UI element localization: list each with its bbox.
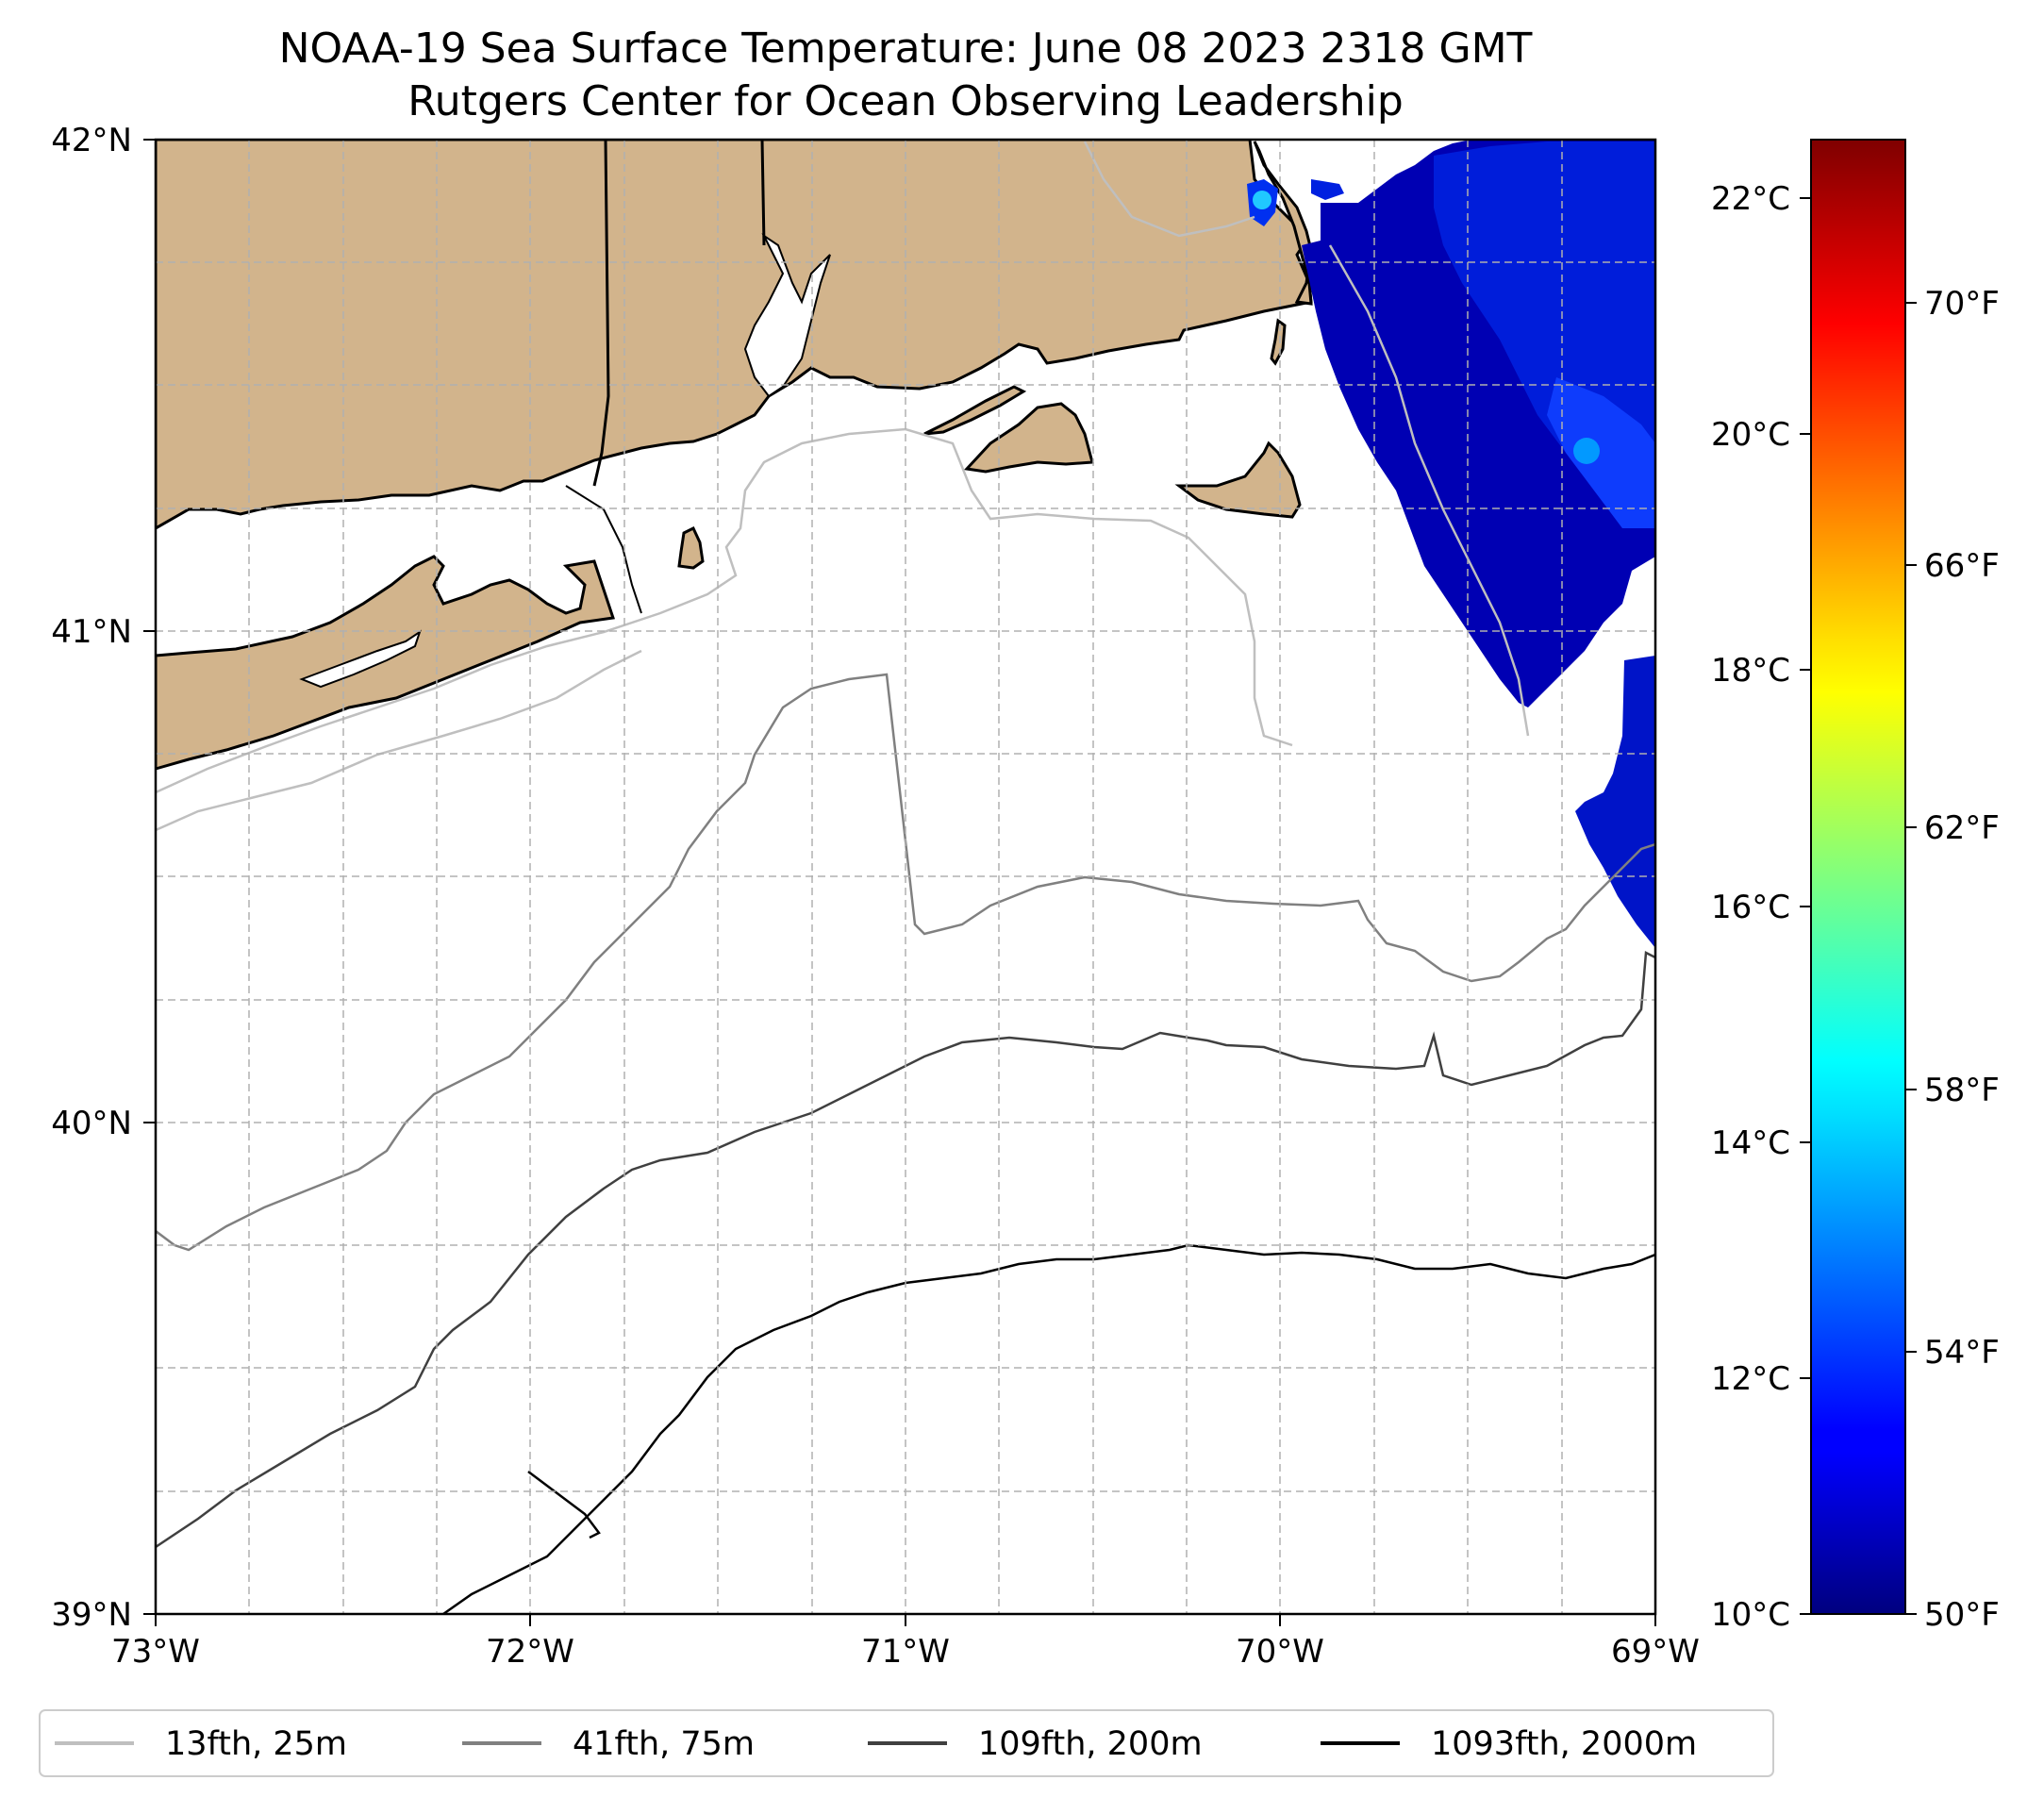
legend-label: 1093fth, 2000m [1431,1725,1697,1763]
lon-tick-label: 71°W [861,1633,950,1671]
legend-item: 13fth, 25m [55,1725,347,1763]
lon-tick-label: 72°W [486,1633,574,1671]
land-block-island [677,525,705,570]
colorbar-fahrenheit-label: 70°F [1924,285,2000,323]
legend-label: 13fth, 25m [165,1725,347,1763]
lon-tick-label: 73°W [111,1633,200,1671]
sst-data-swath-south [1575,656,1655,948]
isobath-2000m [442,1243,1655,1614]
isobath-25m-b [156,649,642,832]
colorbar-celsius-ticks: 10°C 12°C 14°C 16°C 18°C 20°C 22°C [1711,180,1811,1634]
lon-tick-label: 70°W [1236,1633,1324,1671]
land-long-island [156,555,615,771]
lat-tick-label: 42°N [51,122,132,159]
narragansett-bay [743,233,831,398]
colorbar-fahrenheit-label: 50°F [1924,1596,2000,1634]
state-boundary-ny-ct [565,485,642,614]
lat-tick-label: 39°N [51,1596,132,1634]
legend-label: 109fth, 200m [978,1725,1203,1763]
legend-item: 41fth, 75m [462,1725,755,1763]
isobath-25m-d [1083,141,1255,238]
lat-tick-label: 41°N [51,613,132,651]
isobath-25m-c [1328,244,1530,737]
colorbar: 10°C 12°C 14°C 16°C 18°C 20°C 22°C 50°F … [1711,139,2000,1634]
sst-data-band-warm [1547,377,1655,528]
chart-title: NOAA-19 Sea Surface Temperature: June 08… [279,25,1533,73]
sst-patch-cape [1311,179,1344,200]
isobath-75m [156,673,1655,1252]
chart-subtitle: Rutgers Center for Ocean Observing Leade… [407,77,1404,125]
lon-axis: 73°W 72°W 71°W 70°W 69°W [111,1614,1700,1671]
lat-tick-label: 40°N [51,1105,132,1142]
lat-axis: 39°N 40°N 41°N 42°N [51,122,156,1634]
legend-item: 1093fth, 2000m [1321,1725,1697,1763]
colorbar-celsius-label: 22°C [1711,180,1790,218]
colorbar-fahrenheit-label: 66°F [1924,547,2000,585]
land-mainland [156,140,1313,530]
sst-patch-north-warm [1253,191,1271,209]
state-boundary-ri-ma [760,140,766,246]
colorbar-fahrenheit-label: 62°F [1924,809,2000,847]
long-island-bay [299,629,422,689]
map-panel [156,140,1655,1614]
colorbar-celsius-label: 16°C [1711,889,1790,926]
colorbar-celsius-label: 20°C [1711,416,1790,454]
state-boundary-ct-ri [592,140,610,487]
colorbar-fahrenheit-label: 58°F [1924,1072,2000,1109]
colorbar-celsius-label: 18°C [1711,652,1790,690]
colorbar-celsius-label: 12°C [1711,1360,1790,1398]
colorbar-fahrenheit-ticks: 50°F 54°F 58°F 62°F 66°F 70°F [1905,285,2000,1634]
isobath-25m [156,427,1293,794]
colorbar-celsius-label: 10°C [1711,1596,1790,1634]
colorbar-gradient [1810,139,1906,1615]
land-nantucket [1174,441,1302,519]
gridlines [156,140,1655,1614]
lon-tick-label: 69°W [1611,1633,1700,1671]
legend-label: 41fth, 75m [573,1725,755,1763]
isobath-200m [156,951,1655,1549]
colorbar-celsius-label: 14°C [1711,1124,1790,1162]
legend: 13fth, 25m 41fth, 75m 109fth, 200m 1093f… [39,1709,1774,1777]
land-cape-cod [1253,141,1313,306]
colorbar-fahrenheit-label: 54°F [1924,1334,2000,1372]
land-monomoy [1270,318,1287,366]
legend-item: 109fth, 200m [868,1725,1203,1763]
sst-warm-spot [1573,438,1600,464]
land-marthas-vineyard [963,402,1094,474]
isobath-2000m-spur [527,1471,601,1539]
